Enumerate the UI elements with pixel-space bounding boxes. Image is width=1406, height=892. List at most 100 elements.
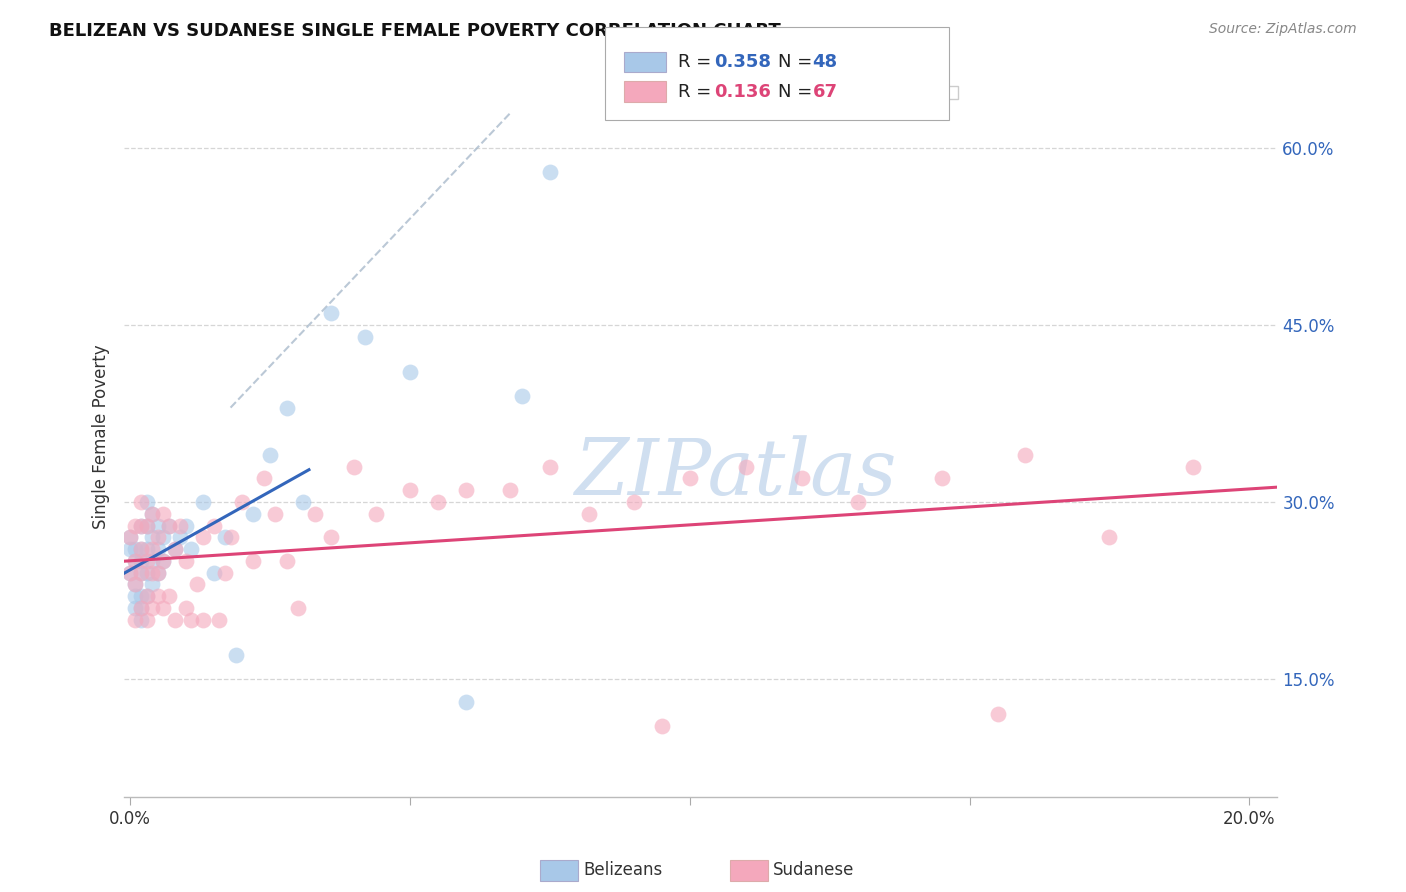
- Point: [1098, 530, 1121, 544]
- Point: [152, 601, 174, 615]
- Point: [366, 507, 388, 521]
- Point: [186, 577, 208, 591]
- Point: [129, 613, 152, 627]
- Point: [129, 601, 152, 615]
- Point: [174, 554, 197, 568]
- Point: [287, 601, 309, 615]
- Point: [398, 483, 420, 498]
- Point: [191, 530, 214, 544]
- Text: Source: ZipAtlas.com: Source: ZipAtlas.com: [1209, 22, 1357, 37]
- Point: [538, 459, 561, 474]
- Point: [578, 507, 600, 521]
- Point: [129, 495, 152, 509]
- Point: [118, 530, 141, 544]
- Point: [124, 554, 146, 568]
- Text: Belizeans: Belizeans: [583, 861, 662, 879]
- Point: [169, 518, 191, 533]
- Point: [146, 566, 169, 580]
- Point: [152, 507, 174, 521]
- Point: [129, 566, 152, 580]
- Point: [426, 495, 449, 509]
- Point: [141, 601, 163, 615]
- Point: [163, 613, 186, 627]
- Point: [538, 165, 561, 179]
- Point: [124, 554, 146, 568]
- Point: [129, 601, 152, 615]
- Point: [321, 306, 343, 320]
- Point: [202, 566, 225, 580]
- Point: [124, 589, 146, 603]
- Text: R =: R =: [678, 83, 717, 101]
- Point: [124, 542, 146, 557]
- Point: [242, 554, 264, 568]
- Point: [276, 401, 298, 415]
- Point: [202, 518, 225, 533]
- Point: [499, 483, 522, 498]
- Point: [157, 589, 180, 603]
- Point: [129, 589, 152, 603]
- Point: [354, 330, 377, 344]
- Point: [191, 613, 214, 627]
- Text: 67: 67: [813, 83, 838, 101]
- Text: ZIPatlas: ZIPatlas: [574, 435, 897, 511]
- Point: [118, 542, 141, 557]
- Point: [135, 518, 157, 533]
- Point: [141, 554, 163, 568]
- Point: [141, 566, 163, 580]
- Point: [157, 518, 180, 533]
- Point: [135, 613, 157, 627]
- Point: [276, 554, 298, 568]
- Point: [152, 530, 174, 544]
- Text: 0.136: 0.136: [714, 83, 770, 101]
- Point: [180, 542, 202, 557]
- Point: [242, 507, 264, 521]
- Point: [124, 601, 146, 615]
- Point: [292, 495, 315, 509]
- Point: [135, 518, 157, 533]
- Point: [135, 566, 157, 580]
- Point: [118, 566, 141, 580]
- Point: [678, 471, 700, 485]
- Point: [343, 459, 366, 474]
- Point: [118, 530, 141, 544]
- Point: [846, 495, 869, 509]
- Point: [129, 554, 152, 568]
- Point: [129, 542, 152, 557]
- Point: [208, 613, 231, 627]
- Text: N =: N =: [778, 83, 817, 101]
- Point: [141, 530, 163, 544]
- Point: [253, 471, 276, 485]
- Point: [174, 518, 197, 533]
- Point: [454, 483, 477, 498]
- Point: [152, 554, 174, 568]
- Point: [304, 507, 326, 521]
- Point: [398, 365, 420, 379]
- Point: [169, 530, 191, 544]
- Point: [129, 542, 152, 557]
- Text: 48: 48: [813, 54, 838, 71]
- Point: [129, 518, 152, 533]
- Point: [174, 601, 197, 615]
- Point: [321, 530, 343, 544]
- Point: [1014, 448, 1036, 462]
- Point: [790, 471, 813, 485]
- Point: [135, 554, 157, 568]
- Point: [163, 542, 186, 557]
- Point: [734, 459, 756, 474]
- Point: [129, 566, 152, 580]
- Point: [259, 448, 281, 462]
- Point: [623, 495, 645, 509]
- Point: [146, 589, 169, 603]
- Point: [264, 507, 287, 521]
- Point: [214, 530, 236, 544]
- Point: [163, 542, 186, 557]
- Point: [1182, 459, 1205, 474]
- Point: [135, 542, 157, 557]
- Text: 0.358: 0.358: [714, 54, 772, 71]
- Point: [651, 719, 673, 733]
- Point: [231, 495, 253, 509]
- Point: [931, 471, 953, 485]
- Legend: : [945, 86, 957, 99]
- Point: [510, 389, 533, 403]
- Point: [214, 566, 236, 580]
